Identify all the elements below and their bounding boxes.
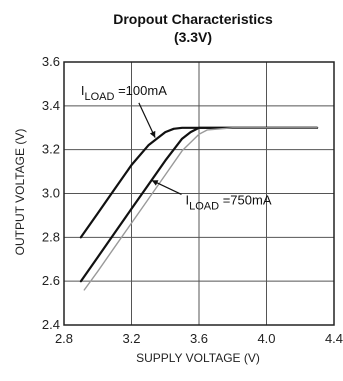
y-tick-label: 3.6 <box>42 54 60 69</box>
x-tick-label: 4.0 <box>257 331 275 346</box>
x-tick-label: 4.4 <box>325 331 343 346</box>
series-line-2 <box>79 126 319 283</box>
annotations: ILOAD =100mA ILOAD =750mA <box>81 83 272 213</box>
chart-subtitle: (3.3V) <box>174 29 212 45</box>
tick-labels: 2.8 3.2 3.6 4.0 4.4 2.4 2.6 2.8 3.0 3.2 3.4 3.6 <box>42 54 343 346</box>
annotation-arrow-1 <box>138 102 156 138</box>
plot-frame <box>63 61 335 326</box>
x-axis-label: SUPPLY VOLTAGE (V) <box>136 351 260 365</box>
y-tick-label: 3.0 <box>42 186 60 201</box>
y-tick-label: 3.4 <box>42 98 60 113</box>
y-tick-label: 3.2 <box>42 142 60 157</box>
series-line-3 <box>83 127 318 291</box>
y-tick-label: 2.8 <box>42 229 60 244</box>
grid <box>64 62 334 325</box>
annotation-arrowhead-2 <box>151 180 159 186</box>
y-tick-label: 2.6 <box>42 273 60 288</box>
y-tick-label: 2.4 <box>42 317 60 332</box>
y-axis-label: OUTPUT VOLTAGE (V) <box>13 129 27 256</box>
x-tick-label: 3.2 <box>122 331 140 346</box>
chart-title: Dropout Characteristics <box>113 11 273 27</box>
x-tick-label: 2.8 <box>55 331 73 346</box>
series-lines <box>79 126 319 291</box>
annotation-label-1: ILOAD =100mA <box>81 83 167 103</box>
annotation-label-2: ILOAD =750mA <box>186 192 272 212</box>
x-tick-label: 3.6 <box>190 331 208 346</box>
annotation-arrowhead-1 <box>149 130 156 138</box>
